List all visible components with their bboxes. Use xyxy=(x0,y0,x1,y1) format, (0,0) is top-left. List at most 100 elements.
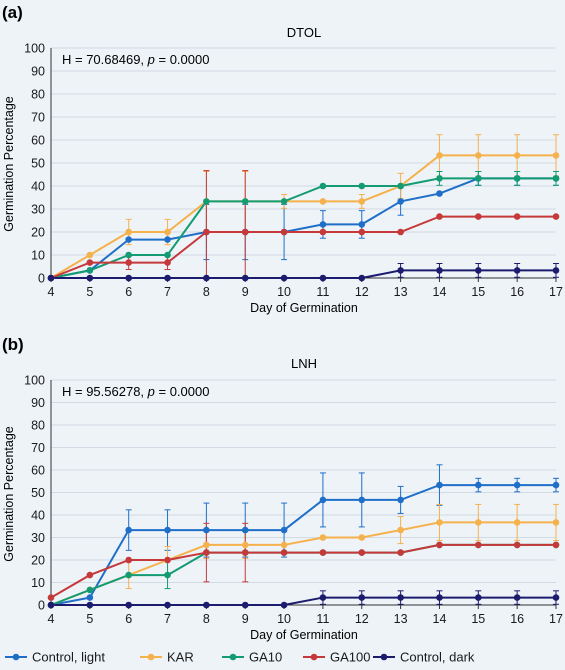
panel-a-control-dark-point xyxy=(319,274,327,282)
panel-b-y-tick-label: 10 xyxy=(31,576,45,590)
panel-b-series-lines xyxy=(50,484,556,606)
panel-a-ga10-point xyxy=(164,251,171,259)
panel-a-ga10-point xyxy=(552,175,560,182)
panel-a-control-dark-point xyxy=(436,267,443,274)
panel-a: (a) DTOL H = 70.68469, p = 0.0000 0 10 20 3… xyxy=(2,3,563,315)
panel-b-label: (b) xyxy=(2,335,24,354)
panel-b-points xyxy=(47,481,560,609)
panel-b-ga100-point xyxy=(397,549,404,556)
panel-b-y-tick-label: 0 xyxy=(38,599,45,613)
panel-b-ga100-point xyxy=(47,594,55,601)
panel-a-ga10-point xyxy=(358,182,366,190)
panel-a-kar-point xyxy=(513,152,521,159)
panel-a-kar-point xyxy=(125,228,132,236)
panel-a-x-tick-label: 16 xyxy=(510,285,524,299)
panel-a-kar-point xyxy=(475,152,482,159)
panel-b-control-dark-point xyxy=(475,594,482,601)
panel-b-control-dark-point xyxy=(203,601,210,609)
legend-kar-label: KAR xyxy=(167,650,194,665)
panel-b-y-tick-label: 100 xyxy=(24,374,45,388)
panel-b-control-dark-point xyxy=(241,601,249,609)
panel-b-ga100-point xyxy=(552,541,560,549)
panel-a-ga10-point xyxy=(280,198,288,205)
panel-a-control-dark-point xyxy=(203,274,210,282)
panel-b-stat: H = 95.56278, p = 0.0000 xyxy=(62,384,209,399)
panel-a-ga100-point xyxy=(358,228,366,236)
panel-b-control-dark-point xyxy=(47,601,55,609)
legend-control-light-label: Control, light xyxy=(32,650,105,665)
panel-b-ga100-point xyxy=(164,556,171,564)
panel-a-control-light-point xyxy=(319,221,327,228)
panel-a-y-tick-label: 30 xyxy=(31,203,45,217)
legend-control-dark-label: Control, dark xyxy=(400,650,475,665)
panel-a-kar-point xyxy=(436,152,443,159)
panel-b-control-light-point xyxy=(203,526,210,534)
panel-a-stat-prefix: H = 70.68469, xyxy=(62,52,148,67)
panel-b-ga100-point xyxy=(436,541,443,549)
panel-b-control-light-point xyxy=(475,481,482,489)
panel-b-control-dark-point xyxy=(436,594,443,601)
panel-b-ga100-line xyxy=(50,543,556,599)
legend-control-light: Control, light xyxy=(5,650,105,665)
panel-b-kar-point xyxy=(203,541,210,549)
panel-b-y-tick-label: 40 xyxy=(31,509,45,523)
panel-a-tick-labels: 0 10 20 30 40 50 60 70 80 90 100 4 5 6 7 8 9 10 11 12 13 14 15… xyxy=(24,42,563,300)
panel-b-x-tick-label: 13 xyxy=(394,612,408,626)
panel-a-control-dark-point xyxy=(86,274,94,282)
panel-b-x-axis-label: Day of Germination xyxy=(250,628,358,642)
panel-a-x-tick-label: 17 xyxy=(549,285,563,299)
panel-a-ga10-point xyxy=(203,198,210,205)
panel-b-control-light-point xyxy=(319,496,327,504)
panel-a-control-light-point xyxy=(397,198,404,205)
panel-a-y-tick-label: 20 xyxy=(31,226,45,240)
panel-b-control-light-line xyxy=(50,484,556,606)
panel-b-kar-point xyxy=(358,534,366,541)
panel-a-x-tick-label: 11 xyxy=(316,285,329,299)
panel-b-y-tick-label: 70 xyxy=(31,441,45,455)
panel-a-ga100-point xyxy=(475,213,482,220)
panel-b-ga10-point xyxy=(86,586,94,594)
panel-b-x-tick-label: 14 xyxy=(433,612,447,626)
panel-a-control-dark-point xyxy=(552,267,560,274)
panel-a-y-tick-label: 90 xyxy=(31,65,45,79)
panel-b-control-light-point xyxy=(164,526,171,534)
panel-a-stat-suffix: = 0.0000 xyxy=(155,52,210,67)
panel-b-ga10-point xyxy=(125,571,132,579)
panel-b-x-tick-label: 6 xyxy=(125,612,132,626)
panel-a-y-tick-label: 10 xyxy=(31,249,45,263)
panel-a-control-dark-point xyxy=(397,267,404,274)
panel-a-ga100-point xyxy=(436,213,443,220)
panel-a-x-tick-label: 8 xyxy=(203,285,210,299)
panel-a-ga10-point xyxy=(86,267,94,274)
panel-a-ga10-point xyxy=(513,175,521,182)
panel-b-x-tick-label: 5 xyxy=(86,612,93,626)
legend-ga100-label: GA100 xyxy=(330,650,370,665)
legend-ga100-swatch-marker xyxy=(310,653,318,661)
legend-kar: KAR xyxy=(140,650,194,665)
panel-a-control-light-point xyxy=(436,190,443,197)
panel-b-ga100-point xyxy=(319,549,327,556)
panel-a-ga100-point xyxy=(280,228,288,236)
panel-b-x-tick-label: 16 xyxy=(510,612,524,626)
panel-b-ga100-point xyxy=(513,541,521,549)
panel-b-kar-point xyxy=(241,541,249,549)
panel-a-y-tick-label: 100 xyxy=(24,42,45,56)
panel-a-kar-point xyxy=(319,198,327,205)
panel-a-x-tick-label: 15 xyxy=(471,285,485,299)
legend-ga100: GA100 xyxy=(303,650,370,665)
panel-b-kar-point xyxy=(513,519,521,526)
panel-b-ga10-point xyxy=(164,571,171,579)
panel-a-x-tick-label: 14 xyxy=(433,285,447,299)
panel-b-kar-line xyxy=(50,521,556,606)
panel-a-ga100-point xyxy=(164,259,171,266)
panel-b-kar-point xyxy=(552,519,560,526)
legend-control-dark-swatch-marker xyxy=(380,653,388,661)
panel-b-control-light-point xyxy=(552,481,560,489)
panel-a-ga100-point xyxy=(319,228,327,236)
panel-b-x-tick-label: 15 xyxy=(471,612,485,626)
panel-a-control-dark-point xyxy=(241,274,249,282)
panel-b-control-dark-point xyxy=(552,594,560,601)
legend-ga10-label: GA10 xyxy=(249,650,282,665)
panel-a-ga10-point xyxy=(125,251,132,259)
panel-a-series-lines xyxy=(50,154,556,279)
